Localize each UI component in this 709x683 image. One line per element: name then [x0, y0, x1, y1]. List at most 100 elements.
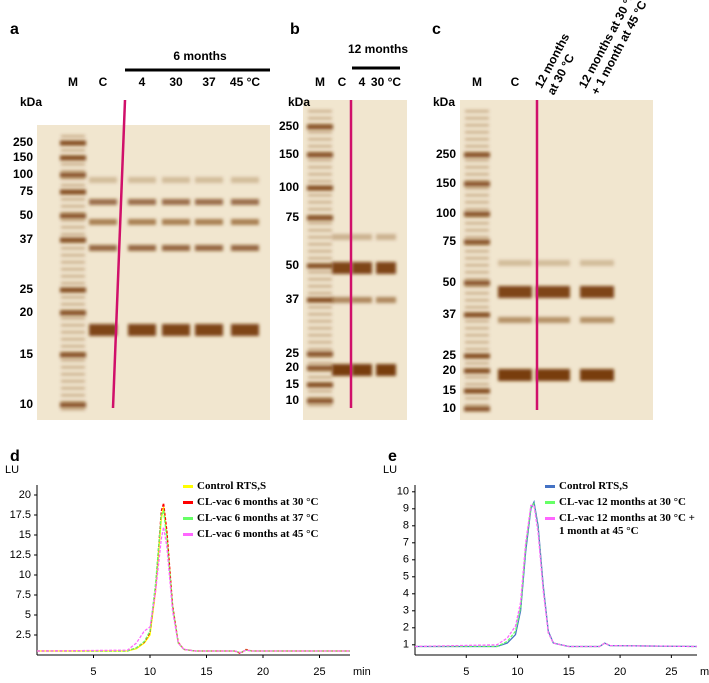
ladder-band: [308, 222, 332, 225]
ladder-band: [465, 397, 489, 400]
marker-band: [60, 352, 86, 358]
ladder-band: [308, 278, 332, 281]
ladder-band: [465, 341, 489, 344]
sample-band: [352, 297, 372, 303]
marker-label: 250: [13, 135, 33, 149]
ladder-band: [308, 383, 332, 386]
ladder-band: [465, 383, 489, 386]
ladder-band: [308, 110, 332, 113]
ladder-band: [465, 306, 489, 309]
sample-band: [89, 219, 117, 225]
ladder-band: [308, 285, 332, 288]
marker-label: 75: [20, 184, 34, 198]
ladder-band: [61, 373, 85, 376]
ladder-band: [61, 205, 85, 208]
ladder-band: [308, 390, 332, 393]
ladder-band: [308, 180, 332, 183]
ladder-band: [308, 145, 332, 148]
marker-band: [464, 152, 490, 158]
ladder-band: [308, 334, 332, 337]
ladder-band: [61, 226, 85, 229]
x-tick-label: 5: [463, 666, 469, 678]
divider: [111, 99, 127, 409]
marker-label: 25: [20, 282, 34, 296]
marker-band: [307, 152, 333, 158]
ladder-band: [465, 278, 489, 281]
sample-band: [162, 177, 190, 183]
marker-label: 150: [13, 150, 33, 164]
ladder-band: [61, 240, 85, 243]
header-label: 6 months: [173, 49, 227, 63]
ladder-band: [308, 173, 332, 176]
y-tick-label: 9: [403, 503, 409, 515]
legend: Control RTS,S CL-vac 12 months at 30 °C CL…: [545, 480, 697, 541]
marker-label: 50: [443, 275, 457, 289]
marker-band: [60, 310, 86, 316]
marker-label: 25: [443, 348, 457, 362]
legend-swatch: [183, 485, 193, 488]
sample-band: [332, 297, 352, 303]
x-axis-label: min: [700, 666, 709, 678]
sample-band: [231, 177, 259, 183]
sample-band: [376, 364, 396, 376]
sample-band: [352, 364, 372, 376]
legend: Control RTS,S CL-vac 6 months at 30 °C CL-…: [183, 480, 335, 544]
ladder-band: [61, 247, 85, 250]
ladder-band: [308, 152, 332, 155]
legend-label: CL-vac 12 months at 30 °C: [559, 496, 686, 508]
ladder-band: [308, 292, 332, 295]
panel-label: d: [10, 448, 20, 465]
y-tick-label: 10: [19, 569, 31, 581]
x-tick-label: 25: [313, 666, 325, 678]
ladder-band: [465, 250, 489, 253]
lane-label: C: [511, 75, 520, 89]
ladder-band: [308, 187, 332, 190]
ladder-band: [61, 282, 85, 285]
legend-item: CL-vac 12 months at 30 °C + 1 month at 4…: [545, 512, 697, 538]
sample-band: [195, 324, 223, 336]
panel-label: e: [388, 448, 397, 465]
sample-band: [89, 199, 117, 205]
legend-label: Control RTS,S: [559, 480, 629, 492]
ladder-band: [308, 271, 332, 274]
sample-band: [580, 369, 614, 381]
ladder-band: [61, 268, 85, 271]
ladder-band: [61, 212, 85, 215]
sample-band: [162, 199, 190, 205]
marker-label: 100: [436, 206, 456, 220]
marker-label: 25: [286, 346, 300, 360]
ladder-band: [61, 345, 85, 348]
panel-label: a: [10, 21, 19, 38]
legend-label: CL-vac 12 months at 30 °C + 1 month at 4…: [559, 512, 695, 537]
marker-label: 100: [13, 167, 33, 181]
sample-band: [332, 364, 352, 376]
marker-label: 100: [279, 180, 299, 194]
legend-swatch: [545, 501, 555, 504]
ladder-band: [61, 387, 85, 390]
x-tick-label: 10: [511, 666, 523, 678]
ladder-band: [308, 299, 332, 302]
x-tick-label: 20: [257, 666, 269, 678]
ladder-band: [465, 313, 489, 316]
sample-band: [498, 260, 532, 266]
ladder-band: [61, 142, 85, 145]
marker-label: 15: [286, 377, 300, 391]
x-tick-label: 15: [200, 666, 212, 678]
marker-band: [60, 213, 86, 219]
sample-band: [128, 199, 156, 205]
marker-label: 10: [286, 393, 300, 407]
ladder-band: [308, 257, 332, 260]
lane-label: 30 °C: [371, 75, 401, 89]
ladder-band: [465, 173, 489, 176]
marker-label: 37: [286, 292, 300, 306]
ladder-band: [465, 236, 489, 239]
marker-label: 150: [279, 147, 299, 161]
x-tick-label: 15: [563, 666, 575, 678]
ladder-band: [61, 394, 85, 397]
marker-band: [307, 398, 333, 404]
sample-band: [231, 245, 259, 251]
ladder-band: [465, 117, 489, 120]
legend-item: Control RTS,S: [183, 480, 335, 493]
sample-band: [195, 199, 223, 205]
ladder-band: [308, 215, 332, 218]
